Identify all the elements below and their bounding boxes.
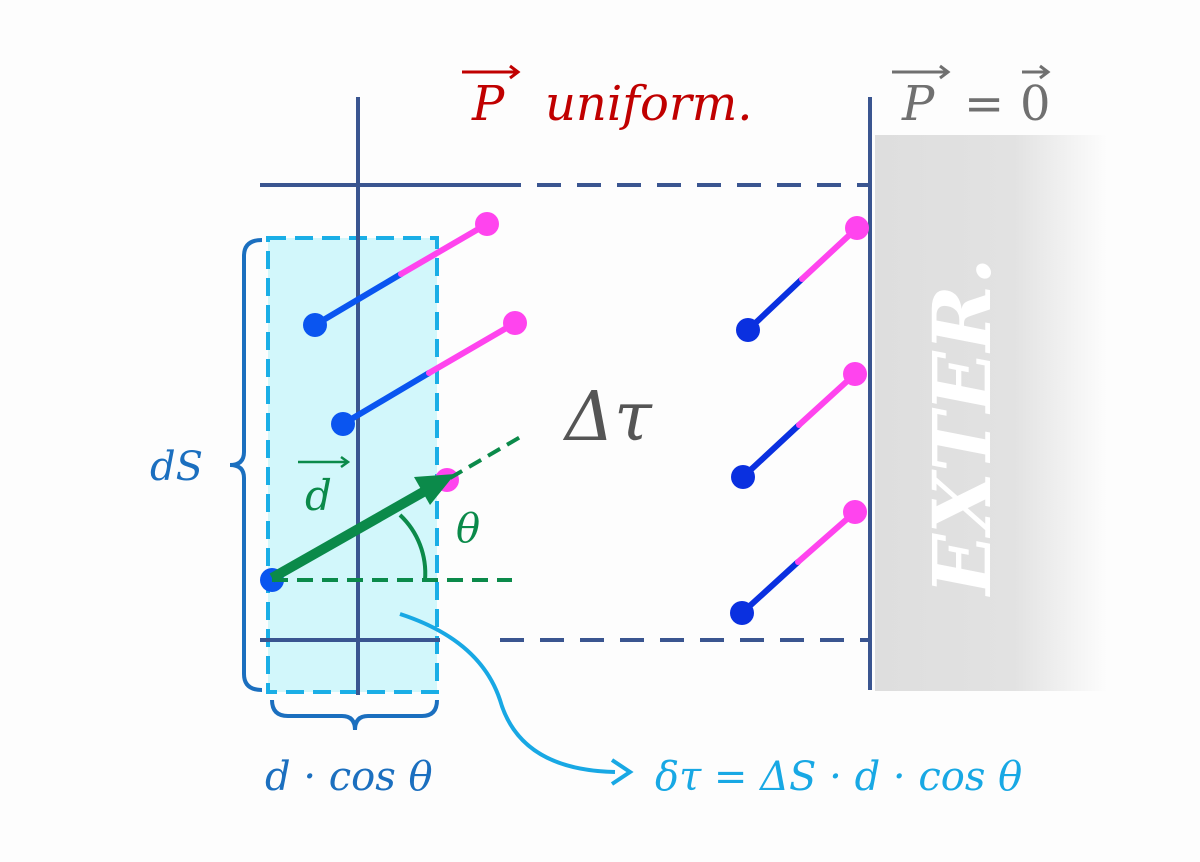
uniform-text: uniform. — [545, 76, 753, 132]
curved-arrow — [399, 612, 616, 774]
arrow-head-icon — [610, 758, 634, 786]
d-vector-arrow — [269, 486, 428, 583]
arrow-head-icon — [414, 474, 455, 505]
ds-brace — [229, 238, 263, 692]
d-vector-label: d — [298, 455, 351, 520]
p-symbol: P — [471, 76, 505, 132]
equals-sign: = — [964, 76, 1004, 132]
exterior-region — [875, 135, 1107, 691]
theta-arc — [398, 513, 428, 581]
p-uniform-label: P uniform. — [462, 64, 753, 132]
exterior-label: EXTER. — [915, 257, 1009, 597]
d-symbol: d — [305, 471, 332, 520]
theta-label: θ — [456, 506, 480, 552]
d-vector-construction — [269, 434, 524, 583]
dipole — [331, 311, 527, 436]
ds-label: dS — [150, 444, 203, 490]
dipole — [730, 500, 867, 625]
zero-vector: 0 — [1020, 76, 1051, 132]
projection-label: d · cos θ — [265, 754, 433, 800]
p-symbol: P — [901, 76, 935, 132]
dipole — [303, 212, 499, 337]
dipole — [731, 362, 867, 489]
p-zero-label: P = 0 — [892, 64, 1051, 132]
volume-frame — [260, 97, 872, 695]
projection-brace — [270, 699, 439, 731]
formula-label: δτ = ΔS · d · cos θ — [655, 754, 1022, 800]
dipole — [736, 216, 869, 342]
delta-tau-label: Δτ — [562, 378, 653, 457]
